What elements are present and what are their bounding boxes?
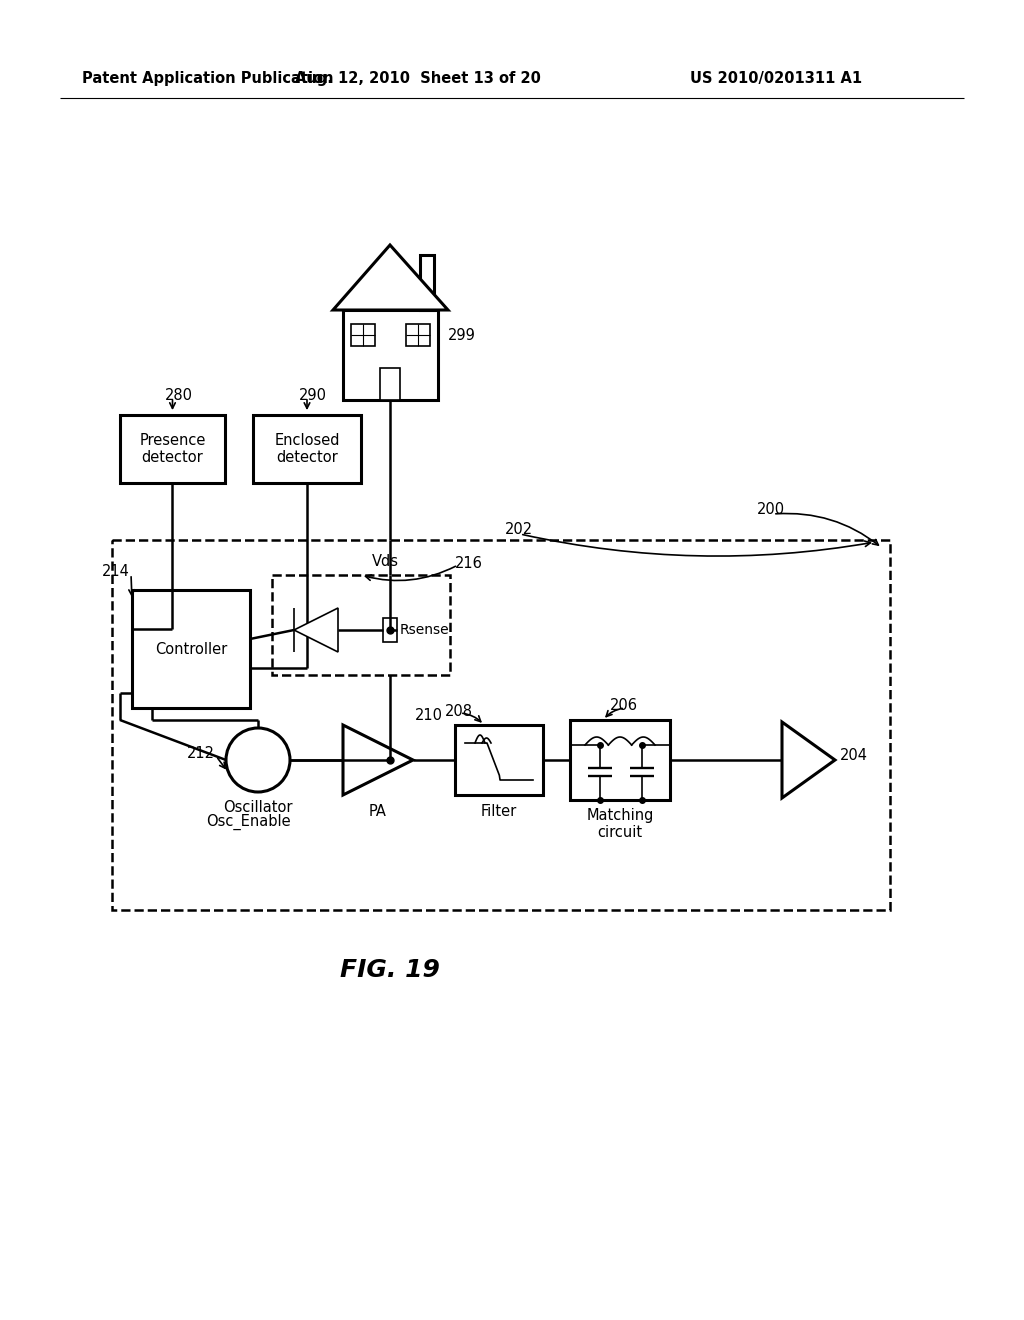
Text: Enclosed
detector: Enclosed detector	[274, 433, 340, 465]
Bar	[120, 414, 225, 483]
Text: US 2010/0201311 A1: US 2010/0201311 A1	[690, 70, 862, 86]
Bar	[253, 414, 361, 483]
Polygon shape	[294, 609, 338, 652]
Text: Vds: Vds	[372, 553, 399, 569]
Polygon shape	[333, 246, 449, 310]
Text: 290: 290	[299, 388, 327, 403]
Text: 204: 204	[840, 747, 868, 763]
Text: Patent Application Publication: Patent Application Publication	[82, 70, 334, 86]
Text: Aug. 12, 2010  Sheet 13 of 20: Aug. 12, 2010 Sheet 13 of 20	[295, 70, 541, 86]
Bar	[343, 310, 438, 400]
Bar	[570, 719, 670, 800]
Text: PA: PA	[369, 804, 387, 818]
Text: 208: 208	[445, 704, 473, 718]
Bar	[112, 540, 890, 909]
Bar	[380, 368, 400, 400]
Bar	[455, 725, 543, 795]
Text: FIG. 19: FIG. 19	[340, 958, 440, 982]
Text: Filter: Filter	[481, 804, 517, 818]
Text: Presence
detector: Presence detector	[139, 433, 206, 465]
Bar	[383, 618, 397, 642]
Text: Oscillator: Oscillator	[223, 800, 293, 816]
Text: 299: 299	[449, 327, 476, 342]
Bar	[132, 590, 250, 708]
Bar	[420, 255, 434, 310]
Text: 202: 202	[505, 523, 534, 537]
Text: 280: 280	[165, 388, 193, 403]
Bar	[351, 323, 375, 346]
Polygon shape	[343, 725, 413, 795]
Bar	[272, 576, 450, 675]
Bar	[406, 323, 430, 346]
Text: 216: 216	[455, 556, 483, 570]
Polygon shape	[782, 722, 835, 799]
Text: 206: 206	[610, 698, 638, 714]
Text: Controller: Controller	[155, 642, 227, 656]
Text: Rsense: Rsense	[400, 623, 450, 638]
Text: 214: 214	[102, 565, 130, 579]
Text: 200: 200	[757, 503, 785, 517]
Text: Matching
circuit: Matching circuit	[587, 808, 653, 841]
Text: Osc_Enable: Osc_Enable	[206, 814, 291, 830]
Circle shape	[226, 729, 290, 792]
Text: 212: 212	[187, 747, 215, 762]
Text: 210: 210	[415, 708, 443, 722]
